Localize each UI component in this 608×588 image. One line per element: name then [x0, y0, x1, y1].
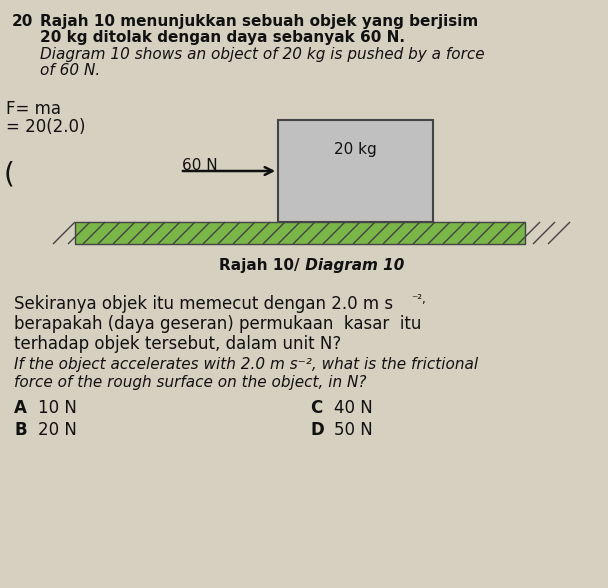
Bar	[75, 222, 525, 244]
Text: 20: 20	[12, 14, 33, 29]
Text: 60 N: 60 N	[182, 158, 218, 173]
Text: 10 N: 10 N	[38, 399, 77, 417]
Text: ⁻²,: ⁻²,	[411, 293, 426, 306]
Text: Rajah 10 menunjukkan sebuah objek yang berjisim: Rajah 10 menunjukkan sebuah objek yang b…	[40, 14, 478, 29]
Text: F= ma: F= ma	[6, 100, 61, 118]
Text: 20 N: 20 N	[38, 421, 77, 439]
Text: 40 N: 40 N	[334, 399, 373, 417]
Text: of 60 N.: of 60 N.	[40, 63, 100, 78]
Text: 20 kg ditolak dengan daya sebanyak 60 N.: 20 kg ditolak dengan daya sebanyak 60 N.	[40, 30, 405, 45]
Text: D: D	[310, 421, 323, 439]
Text: (: (	[4, 160, 15, 188]
Text: A: A	[14, 399, 27, 417]
Text: force of the rough surface on the object, in N?: force of the rough surface on the object…	[14, 375, 367, 390]
Text: 20 kg: 20 kg	[334, 142, 377, 157]
Text: Rajah 10/: Rajah 10/	[219, 258, 300, 273]
Text: B: B	[14, 421, 27, 439]
Text: If the object accelerates with 2.0 m s⁻², what is the frictional: If the object accelerates with 2.0 m s⁻²…	[14, 357, 478, 372]
Text: = 20(2.0): = 20(2.0)	[6, 118, 86, 136]
Text: Diagram 10: Diagram 10	[300, 258, 404, 273]
Text: terhadap objek tersebut, dalam unit N?: terhadap objek tersebut, dalam unit N?	[14, 335, 341, 353]
Text: berapakah (daya geseran) permukaan  kasar  itu: berapakah (daya geseran) permukaan kasar…	[14, 315, 421, 333]
Text: Sekiranya objek itu memecut dengan 2.0 m s: Sekiranya objek itu memecut dengan 2.0 m…	[14, 295, 393, 313]
Bar	[278, 120, 433, 222]
Text: Diagram 10 shows an object of 20 kg is pushed by a force: Diagram 10 shows an object of 20 kg is p…	[40, 47, 485, 62]
Text: C: C	[310, 399, 322, 417]
Text: 50 N: 50 N	[334, 421, 373, 439]
